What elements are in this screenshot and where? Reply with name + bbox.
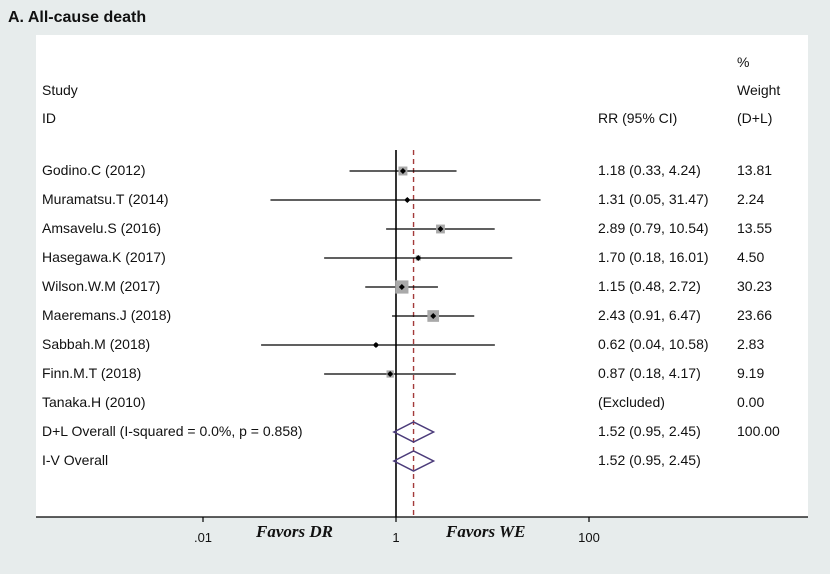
study-point-estimate: [404, 197, 411, 203]
study-rr-ci: 1.15 (0.48, 2.72): [598, 278, 701, 294]
column-headers: Study ID RR (95% CI) % Weight (D+L): [42, 54, 780, 126]
x-tick-label: .01: [194, 530, 212, 545]
study-rr-ci: 0.87 (0.18, 4.17): [598, 365, 701, 381]
study-label: Godino.C (2012): [42, 162, 146, 178]
study-weight: 2.83: [737, 336, 764, 352]
study-rr-ci: 1.31 (0.05, 31.47): [598, 191, 709, 207]
study-point-estimate: [387, 371, 394, 377]
study-point-estimate: [430, 313, 437, 319]
overall-weight: 100.00: [737, 423, 780, 439]
overall-diamond: [392, 450, 436, 472]
header-weight-percent: %: [737, 54, 749, 70]
study-label: Amsavelu.S (2016): [42, 220, 161, 236]
overall-label: D+L Overall (I-squared = 0.0%, p = 0.858…: [42, 423, 303, 439]
study-rr-ci: 2.89 (0.79, 10.54): [598, 220, 709, 236]
study-label: Sabbah.M (2018): [42, 336, 150, 352]
study-point-estimate: [398, 284, 405, 290]
header-rr: RR (95% CI): [598, 110, 677, 126]
study-label: Finn.M.T (2018): [42, 365, 141, 381]
header-study: Study: [42, 82, 78, 98]
overall-diamond: [392, 421, 436, 443]
study-rr-ci: 2.43 (0.91, 6.47): [598, 307, 701, 323]
study-point-estimate: [372, 342, 379, 348]
study-rows: Godino.C (2012) 1.18 (0.33, 4.24) 13.81 Mur…: [42, 150, 780, 517]
study-rr-ci: 1.70 (0.18, 16.01): [598, 249, 709, 265]
x-tick-label: 100: [578, 530, 600, 545]
study-label: Maeremans.J (2018): [42, 307, 171, 323]
header-weight: Weight: [737, 82, 780, 98]
study-weight: 2.24: [737, 191, 764, 207]
study-weight: 4.50: [737, 249, 764, 265]
study-weight: 13.55: [737, 220, 772, 236]
study-rr-ci: 0.62 (0.04, 10.58): [598, 336, 709, 352]
panel-title: A. All-cause death: [8, 9, 147, 26]
header-id: ID: [42, 110, 56, 126]
overall-label: I-V Overall: [42, 452, 108, 468]
study-weight: 23.66: [737, 307, 772, 323]
study-label: Hasegawa.K (2017): [42, 249, 166, 265]
study-point-estimate: [399, 168, 406, 174]
overall-rr-ci: 1.52 (0.95, 2.45): [598, 423, 701, 439]
study-weight: 13.81: [737, 162, 772, 178]
study-rr-ci: 1.18 (0.33, 4.24): [598, 162, 701, 178]
x-tick-label: 1: [392, 530, 399, 545]
x-axis: .01 1 100 Favors DR Favors WE: [36, 516, 808, 545]
study-rr-ci: (Excluded): [598, 394, 665, 410]
plot-area: [36, 35, 808, 517]
overall-rr-ci: 1.52 (0.95, 2.45): [598, 452, 701, 468]
header-weight-method: (D+L): [737, 110, 772, 126]
favors-left-label: Favors DR: [255, 522, 333, 541]
study-weight: 9.19: [737, 365, 764, 381]
study-weight: 0.00: [737, 394, 764, 410]
study-label: Muramatsu.T (2014): [42, 191, 169, 207]
study-point-estimate: [437, 226, 444, 232]
study-weight: 30.23: [737, 278, 772, 294]
study-point-estimate: [415, 255, 422, 261]
study-label: Tanaka.H (2010): [42, 394, 146, 410]
favors-right-label: Favors WE: [445, 522, 526, 541]
study-label: Wilson.W.M (2017): [42, 278, 160, 294]
